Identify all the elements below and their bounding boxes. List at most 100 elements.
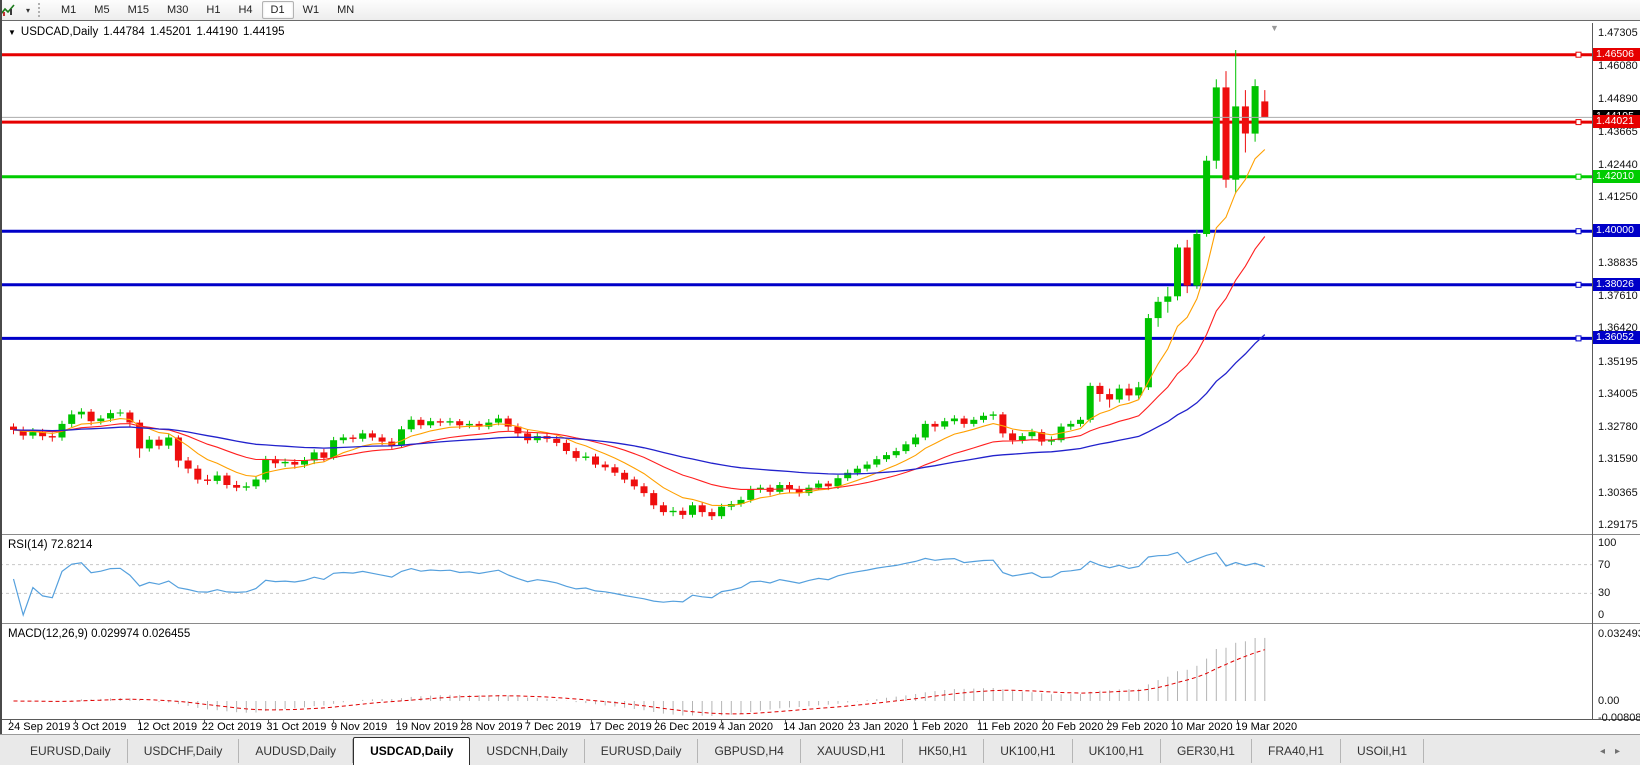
price-tick-label: 1.31590 bbox=[1598, 453, 1638, 466]
chart-tab-usdcad-daily[interactable]: USDCAD,Daily bbox=[353, 737, 471, 765]
chart-tab-uk100-h1[interactable]: UK100,H1 bbox=[1073, 739, 1161, 763]
price-tick-label: 1.43665 bbox=[1598, 125, 1638, 138]
price-tick-label: 1.46080 bbox=[1598, 60, 1638, 73]
chart-tab-fra40-h1[interactable]: FRA40,H1 bbox=[1252, 739, 1342, 763]
timeframe-button-m30[interactable]: M30 bbox=[166, 4, 189, 16]
collapse-triangle-icon[interactable]: ▼ bbox=[8, 28, 16, 37]
price-tick-label: 1.47305 bbox=[1598, 27, 1638, 39]
level-price-badge: 1.42010 bbox=[1593, 169, 1640, 183]
scroll-to-end-icon[interactable]: ▼ bbox=[1270, 23, 1279, 33]
chart-tab-usdcnh-daily[interactable]: USDCNH,Daily bbox=[470, 739, 585, 763]
level-price-badge: 1.38026 bbox=[1593, 277, 1640, 291]
tab-scroll-right-icon[interactable]: ▸ bbox=[1614, 746, 1630, 757]
chart-tab-gbpusd-h4[interactable]: GBPUSD,H4 bbox=[698, 739, 801, 763]
date-axis-label: 3 Oct 2019 bbox=[72, 721, 127, 733]
date-tick bbox=[397, 720, 399, 723]
price-axis-separator bbox=[1592, 23, 1593, 719]
level-price-badge: 1.36052 bbox=[1593, 331, 1640, 345]
date-axis-label: 9 Nov 2019 bbox=[331, 721, 388, 733]
ohlc-open: 1.44784 bbox=[103, 26, 145, 38]
rsi-tick-label: 0 bbox=[1598, 609, 1605, 621]
date-axis-label: 12 Oct 2019 bbox=[137, 721, 198, 733]
date-tick bbox=[462, 720, 464, 723]
chart-tab-audusd-daily[interactable]: AUDUSD,Daily bbox=[239, 739, 354, 763]
date-axis-label: 28 Nov 2019 bbox=[460, 721, 523, 733]
indicators-icon[interactable] bbox=[0, 2, 24, 18]
timeframe-button-d1[interactable]: D1 bbox=[261, 1, 294, 19]
timeframe-button-h4[interactable]: H4 bbox=[238, 4, 253, 16]
date-tick bbox=[268, 720, 270, 723]
date-tick bbox=[74, 720, 76, 723]
macd-tick-label: -0.008086 bbox=[1598, 711, 1640, 724]
panel-splitter[interactable] bbox=[0, 534, 1640, 537]
date-tick bbox=[591, 720, 593, 723]
level-price-badge: 1.40000 bbox=[1593, 224, 1640, 238]
date-axis-label: 7 Dec 2019 bbox=[524, 721, 582, 733]
rsi-tick-label: 100 bbox=[1598, 537, 1617, 549]
rsi-tick-label: 70 bbox=[1598, 558, 1611, 571]
timeframe-button-w1[interactable]: W1 bbox=[302, 4, 320, 16]
macd-tick-label: 0.032493 bbox=[1598, 628, 1640, 640]
date-tick bbox=[656, 720, 657, 723]
date-tick bbox=[914, 720, 916, 723]
date-tick bbox=[1108, 720, 1110, 723]
chart-tab-eurusd-daily[interactable]: EURUSD,Daily bbox=[14, 739, 128, 763]
time-axis-separator bbox=[0, 719, 1640, 720]
date-axis-label: 11 Feb 2020 bbox=[977, 721, 1038, 733]
chevron-down-icon[interactable]: ▾ bbox=[26, 5, 31, 15]
macd-label: MACD(12,26,9) 0.029974 0.026455 bbox=[8, 628, 191, 640]
macd-panel-svg[interactable] bbox=[0, 625, 1592, 719]
timeframe-button-m5[interactable]: M5 bbox=[94, 4, 110, 16]
date-axis-label: 20 Feb 2020 bbox=[1041, 721, 1104, 733]
timeframe-button-m15[interactable]: M15 bbox=[127, 4, 149, 16]
timeframe-button-mn[interactable]: MN bbox=[337, 4, 355, 16]
tab-scroll-arrows[interactable]: ◂▸ bbox=[1600, 746, 1630, 757]
chart-tab-eurusd-daily[interactable]: EURUSD,Daily bbox=[585, 739, 699, 763]
date-axis-label: 23 Jan 2020 bbox=[847, 721, 909, 733]
date-axis-label: 4 Jan 2020 bbox=[718, 721, 774, 733]
date-tick bbox=[139, 720, 141, 723]
price-tick-label: 1.29175 bbox=[1598, 519, 1638, 531]
chart-tab-hk50-h1[interactable]: HK50,H1 bbox=[903, 739, 985, 763]
date-tick bbox=[720, 720, 722, 723]
date-axis-label: 31 Oct 2019 bbox=[266, 721, 327, 733]
date-tick bbox=[849, 720, 851, 723]
price-tick-label: 1.35195 bbox=[1598, 355, 1638, 368]
date-tick bbox=[785, 720, 787, 723]
date-tick bbox=[203, 720, 205, 723]
date-axis-label: 29 Feb 2020 bbox=[1106, 721, 1168, 733]
date-tick bbox=[526, 720, 528, 723]
chart-tab-bar: EURUSD,Daily USDCHF,Daily AUDUSD,Daily USDC… bbox=[0, 734, 1640, 765]
date-tick bbox=[979, 720, 980, 723]
chart-title: ▼ USDCAD,Daily 1.44784 1.45201 1.44190 1… bbox=[8, 26, 285, 38]
tab-scroll-left-icon[interactable]: ◂ bbox=[1599, 746, 1615, 757]
date-axis-label: 19 Nov 2019 bbox=[395, 721, 458, 733]
panel-splitter[interactable] bbox=[0, 623, 1640, 626]
top-toolbar: ▾ M1 M5 M15 M30 H1 H4 D1 W1 MN bbox=[0, 0, 1640, 21]
rsi-panel-svg[interactable] bbox=[0, 536, 1592, 623]
date-axis-label: 1 Feb 2020 bbox=[912, 721, 969, 733]
date-axis-label: 26 Dec 2019 bbox=[654, 721, 717, 733]
price-chart-svg[interactable] bbox=[0, 23, 1592, 534]
window-left-edge bbox=[0, 0, 2, 734]
date-axis-label: 24 Sep 2019 bbox=[8, 721, 71, 733]
chart-tab-ger30-h1[interactable]: GER30,H1 bbox=[1161, 739, 1252, 763]
timeframe-button-h1[interactable]: H1 bbox=[206, 4, 221, 16]
ohlc-low: 1.44190 bbox=[196, 26, 238, 38]
chart-tab-uk100-h1[interactable]: UK100,H1 bbox=[984, 739, 1073, 763]
price-tick-label: 1.37610 bbox=[1598, 290, 1638, 303]
date-tick bbox=[333, 720, 334, 723]
chart-symbol-label: USDCAD,Daily bbox=[20, 26, 99, 38]
date-axis-label: 19 Mar 2020 bbox=[1235, 721, 1298, 733]
macd-tick-label: 0.00 bbox=[1598, 695, 1620, 707]
chart-tab-usdchf-daily[interactable]: USDCHF,Daily bbox=[128, 739, 240, 763]
timeframe-button-m1[interactable]: M1 bbox=[61, 4, 77, 16]
chart-tab-usoil-h1[interactable]: USOil,H1 bbox=[1341, 739, 1425, 763]
rsi-tick-label: 30 bbox=[1598, 587, 1611, 600]
ohlc-high: 1.45201 bbox=[149, 26, 192, 38]
price-tick-label: 1.42440 bbox=[1598, 159, 1638, 172]
chart-tab-xauusd-h1[interactable]: XAUUSD,H1 bbox=[801, 739, 903, 763]
chart-window: ▼ USDCAD,Daily 1.44784 1.45201 1.44190 1… bbox=[0, 20, 1640, 735]
toolbar-grip bbox=[38, 3, 44, 17]
price-tick-label: 1.32780 bbox=[1598, 421, 1638, 434]
